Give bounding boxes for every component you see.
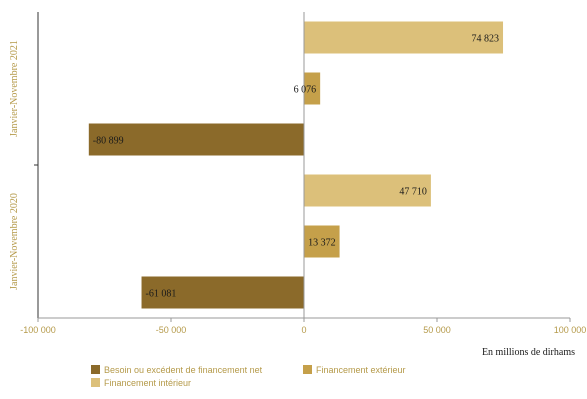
bar xyxy=(141,276,304,309)
legend-label: Financement intérieur xyxy=(104,378,191,388)
x-tick-label: -50 000 xyxy=(156,325,187,335)
legend-swatch xyxy=(303,365,312,374)
data-label: -61 081 xyxy=(146,289,177,300)
category-label: Janvier-Novembre 2020 xyxy=(9,193,20,290)
unit-label: En millions de dirhams xyxy=(482,347,575,358)
legend-label: Besoin ou excédent de financement net xyxy=(104,365,263,375)
data-label: 74 823 xyxy=(472,34,500,45)
bars-layer xyxy=(88,21,504,309)
axes-layer xyxy=(34,12,571,322)
legend-swatch xyxy=(91,365,100,374)
labels-layer: -100 000 -50 000 0 50 000 100 000 Janvier-Nov… xyxy=(9,34,586,336)
x-tick-label: -100 000 xyxy=(20,325,56,335)
x-tick-label: 50 000 xyxy=(423,325,451,335)
bar xyxy=(304,225,340,258)
data-label: 6 076 xyxy=(294,85,317,96)
data-label: 47 710 xyxy=(399,187,427,198)
data-label: -80 899 xyxy=(93,136,124,147)
legend: Besoin ou excédent de financement net Fin… xyxy=(91,365,406,388)
bar xyxy=(304,72,321,105)
category-label: Janvier-Novembre 2021 xyxy=(9,40,20,137)
legend-swatch xyxy=(91,378,100,387)
bar xyxy=(304,174,431,207)
data-label: 13 372 xyxy=(308,238,336,249)
x-tick-label: 100 000 xyxy=(554,325,587,335)
bar xyxy=(304,21,504,54)
legend-label: Financement extérieur xyxy=(316,365,406,375)
x-tick-label: 0 xyxy=(301,325,306,335)
bar xyxy=(88,123,305,156)
